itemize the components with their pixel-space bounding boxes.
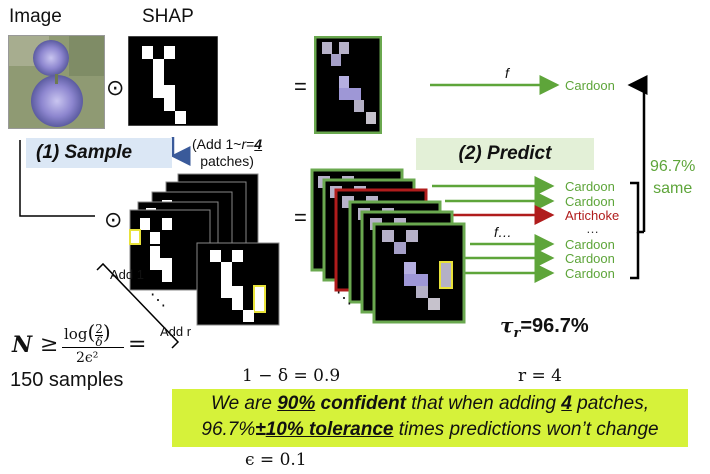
masked-image [313,35,383,139]
formula-eq: = [128,332,147,357]
agreement-word: same [653,180,693,197]
callout-l1-b: 90% [277,393,316,414]
tau-symbol: τ [500,313,514,337]
formula-numerator: log(2 δ) [64,320,111,349]
sample-note-r: r [241,136,247,152]
output-2: Cardoon [565,194,615,209]
agreement-percent: 96.7% [650,158,696,175]
tau-result: τr=96.7% [500,313,589,341]
summary-line-2: 96.7%±10% tolerance times predictions wo… [172,417,688,443]
sample-note-suffix: patches) [200,153,254,169]
sample-note-prefix: (Add 1~ [192,136,242,152]
sample-step-label: (1) Sample [26,138,172,168]
sample-note-value: 4 [254,136,263,152]
r-param: r = 4 [518,366,562,386]
output-7: Cardoon [565,266,615,281]
callout-l1-f: 4 [561,393,572,414]
sample-note: (Add 1~r=4 patches) [192,136,262,170]
sample-bracket [19,140,95,217]
output-1: Cardoon [565,179,615,194]
predict-step-label: (2) Predict [416,138,594,170]
summary-line-1: We are 90% confident that when adding 4 … [172,391,688,417]
output-4: … [586,221,599,236]
tau-value: =96.7% [520,315,589,337]
shap-mask-grid [127,35,219,127]
summary-callout: We are 90% confident that when adding 4 … [172,389,688,447]
output-5: Cardoon [565,237,615,252]
callout-l1-e: that when adding [406,393,562,414]
hadamard-symbol-2: ⊙ [104,207,123,232]
masked-image-stack [308,166,478,331]
formula-fraction-bar [62,347,124,348]
add-last-label: Add r [160,324,192,339]
callout-l2-c: 10% tolerance [265,419,394,440]
callout-l1-d: confident [320,393,407,414]
equals-symbol: = [294,74,307,99]
formula-delta: δ [95,334,103,349]
shap-mask [127,35,219,131]
formula-n: N [12,332,33,358]
callout-l2-d: times predictions won’t change [393,419,659,440]
callout-l1-g: patches, [571,393,649,414]
formula-two: 2 [95,321,103,336]
output-6: Cardoon [565,251,615,266]
top-output: Cardoon [565,78,615,93]
agreement-label: 96.7% same [650,156,695,200]
callout-l1-a: We are [211,393,278,414]
confidence-param: 1 − δ = 0.9 [242,366,341,386]
image-header: Image [9,6,62,27]
callout-l2-b: ± [255,419,266,440]
epsilon-param: ϵ = 0.1 [245,450,307,470]
equals-symbol-2: = [294,205,307,230]
stack-dots: ⋱ [336,290,352,307]
function-f: f [505,65,509,81]
sample-note-eq: = [246,136,255,152]
add-first-label: Add 1 [110,267,144,282]
callout-l2-a: 96.7% [201,419,256,440]
hadamard-symbol: ⊙ [106,75,125,100]
add-dots: ⋱ [150,292,166,309]
shap-header: SHAP [142,6,194,27]
mask-last-art [196,242,280,326]
flower-image-art [9,36,104,128]
formula-geq: ≥ [40,332,59,357]
flower-image [8,35,105,129]
formula-denominator: 2ϵ² [76,350,99,366]
mask-last [196,242,282,333]
add-bracket [96,262,180,349]
output-3: Artichoke [565,208,620,223]
masked-image-stack-art [310,168,466,324]
samples-count: 150 samples [10,369,124,391]
formula-log: log [64,325,88,343]
masked-image-art [313,35,383,135]
function-f-dots: f… [494,224,512,240]
agreement-bracket [630,181,644,234]
tau-sub: r [513,326,521,341]
